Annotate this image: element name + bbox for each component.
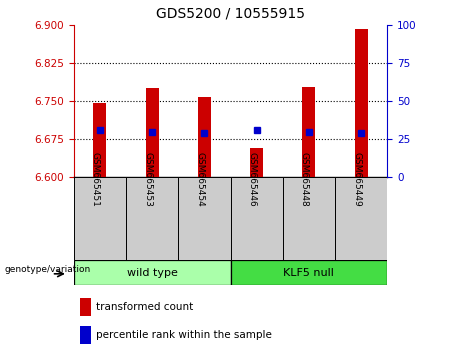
Text: GSM665454: GSM665454 xyxy=(195,152,204,207)
Bar xyxy=(93,103,106,177)
Bar xyxy=(283,177,335,260)
Text: genotype/variation: genotype/variation xyxy=(5,264,91,274)
Bar xyxy=(335,177,387,260)
Bar xyxy=(302,87,315,177)
Text: GSM665453: GSM665453 xyxy=(143,152,152,207)
Bar xyxy=(355,29,368,177)
Bar xyxy=(178,177,230,260)
Text: GSM665448: GSM665448 xyxy=(300,152,309,207)
Bar xyxy=(74,177,126,260)
Title: GDS5200 / 10555915: GDS5200 / 10555915 xyxy=(156,7,305,21)
Text: KLF5 null: KLF5 null xyxy=(284,268,334,278)
Text: GSM665451: GSM665451 xyxy=(91,152,100,207)
Bar xyxy=(250,148,263,177)
Bar xyxy=(230,260,387,285)
Text: GSM665449: GSM665449 xyxy=(352,152,361,207)
Text: transformed count: transformed count xyxy=(96,302,193,312)
Text: wild type: wild type xyxy=(127,268,177,278)
Text: GSM665446: GSM665446 xyxy=(248,152,257,207)
Bar xyxy=(126,177,178,260)
Bar xyxy=(146,88,159,177)
Text: percentile rank within the sample: percentile rank within the sample xyxy=(96,330,272,341)
Bar xyxy=(80,326,91,344)
Bar xyxy=(74,260,230,285)
Bar xyxy=(230,177,283,260)
Bar xyxy=(80,297,91,315)
Bar xyxy=(198,97,211,177)
